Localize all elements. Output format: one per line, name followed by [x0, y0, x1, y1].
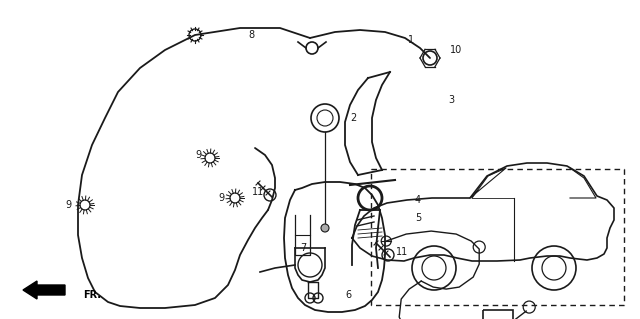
Bar: [371, 169, 624, 305]
Text: 8: 8: [248, 30, 254, 40]
Text: 7: 7: [300, 243, 307, 253]
Text: 11: 11: [396, 247, 408, 257]
Circle shape: [321, 224, 329, 232]
Text: 9: 9: [195, 150, 201, 160]
Text: 2: 2: [350, 113, 356, 123]
Text: 11: 11: [252, 187, 264, 197]
Text: FR.: FR.: [83, 290, 101, 300]
FancyArrow shape: [23, 281, 65, 299]
Text: 10: 10: [450, 45, 462, 55]
Text: 1: 1: [408, 35, 414, 45]
Text: 6: 6: [345, 290, 351, 300]
Text: 5: 5: [415, 213, 421, 223]
Text: 9: 9: [218, 193, 224, 203]
Text: 3: 3: [448, 95, 454, 105]
Text: 9: 9: [65, 200, 71, 210]
Text: 4: 4: [415, 195, 421, 205]
